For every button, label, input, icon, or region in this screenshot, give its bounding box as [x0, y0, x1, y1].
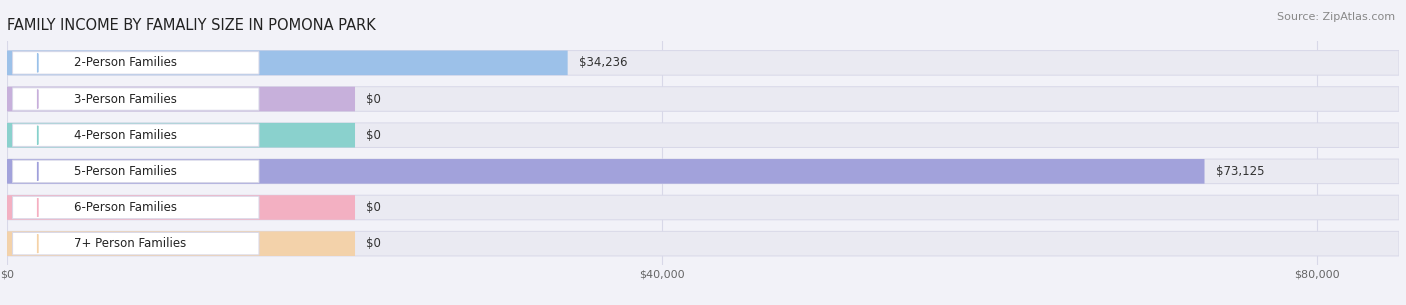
FancyBboxPatch shape [13, 160, 259, 183]
Text: 4-Person Families: 4-Person Families [75, 129, 177, 142]
Text: $0: $0 [366, 201, 381, 214]
FancyBboxPatch shape [7, 159, 1399, 184]
Text: $0: $0 [366, 129, 381, 142]
Text: 7+ Person Families: 7+ Person Families [75, 237, 186, 250]
FancyBboxPatch shape [13, 52, 259, 74]
Text: 5-Person Families: 5-Person Families [75, 165, 177, 178]
Text: Source: ZipAtlas.com: Source: ZipAtlas.com [1277, 12, 1395, 22]
Text: 6-Person Families: 6-Person Families [75, 201, 177, 214]
Text: $73,125: $73,125 [1216, 165, 1264, 178]
FancyBboxPatch shape [7, 231, 1399, 256]
Text: 3-Person Families: 3-Person Families [75, 92, 177, 106]
FancyBboxPatch shape [7, 123, 354, 148]
Text: $34,236: $34,236 [579, 56, 627, 69]
FancyBboxPatch shape [7, 195, 1399, 220]
FancyBboxPatch shape [7, 231, 354, 256]
FancyBboxPatch shape [13, 124, 259, 146]
Text: 2-Person Families: 2-Person Families [75, 56, 177, 69]
FancyBboxPatch shape [13, 232, 259, 255]
FancyBboxPatch shape [7, 87, 1399, 111]
FancyBboxPatch shape [7, 195, 354, 220]
Text: FAMILY INCOME BY FAMALIY SIZE IN POMONA PARK: FAMILY INCOME BY FAMALIY SIZE IN POMONA … [7, 18, 375, 33]
FancyBboxPatch shape [7, 159, 1205, 184]
FancyBboxPatch shape [13, 196, 259, 219]
FancyBboxPatch shape [7, 87, 354, 111]
FancyBboxPatch shape [7, 51, 568, 75]
Text: $0: $0 [366, 92, 381, 106]
FancyBboxPatch shape [7, 123, 1399, 148]
FancyBboxPatch shape [7, 51, 1399, 75]
FancyBboxPatch shape [13, 88, 259, 110]
Text: $0: $0 [366, 237, 381, 250]
